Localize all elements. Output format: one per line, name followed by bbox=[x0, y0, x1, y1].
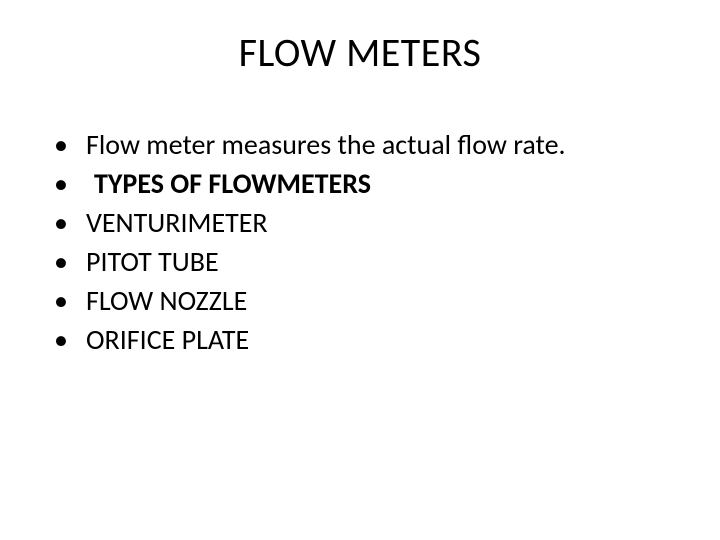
bullet-icon: • bbox=[50, 127, 86, 162]
bullet-text: TYPES OF FLOWMETERS bbox=[86, 166, 680, 201]
bullet-list: • Flow meter measures the actual flow ra… bbox=[0, 127, 720, 357]
list-item: • Flow meter measures the actual flow ra… bbox=[50, 127, 680, 162]
bullet-icon: • bbox=[50, 283, 86, 318]
list-item: • TYPES OF FLOWMETERS bbox=[50, 166, 680, 201]
bullet-text-inner: TYPES OF FLOWMETERS bbox=[94, 166, 371, 201]
list-item: • PITOT TUBE bbox=[50, 244, 680, 279]
bullet-icon: • bbox=[50, 244, 86, 279]
slide-container: FLOW METERS • Flow meter measures the ac… bbox=[0, 0, 720, 540]
list-item: • FLOW NOZZLE bbox=[50, 283, 680, 318]
bullet-text: VENTURIMETER bbox=[86, 205, 680, 240]
bullet-icon: • bbox=[50, 322, 86, 357]
slide-title: FLOW METERS bbox=[0, 28, 720, 77]
bullet-text: FLOW NOZZLE bbox=[86, 283, 680, 318]
bullet-text: PITOT TUBE bbox=[86, 244, 680, 279]
list-item: • ORIFICE PLATE bbox=[50, 322, 680, 357]
bullet-text: ORIFICE PLATE bbox=[86, 322, 680, 357]
list-item: • VENTURIMETER bbox=[50, 205, 680, 240]
bullet-icon: • bbox=[50, 166, 86, 201]
bullet-text: Flow meter measures the actual flow rate… bbox=[86, 127, 680, 162]
bullet-icon: • bbox=[50, 205, 86, 240]
